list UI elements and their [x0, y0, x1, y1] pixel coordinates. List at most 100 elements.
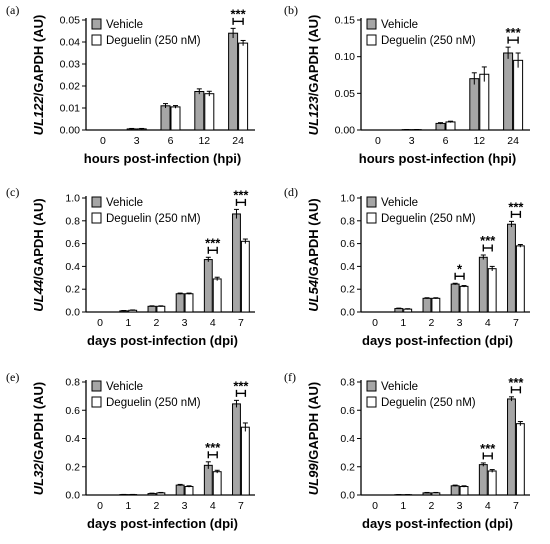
y-axis-label-gene: UL32 [31, 463, 46, 496]
panel-label: (d) [284, 185, 298, 199]
x-tick-label: 1 [125, 500, 131, 512]
x-tick-label: 2 [428, 500, 434, 512]
x-tick-label: 3 [409, 135, 415, 147]
y-tick-label: 1.0 [340, 193, 355, 205]
x-axis-label: days post-infection (dpi) [87, 333, 238, 348]
y-tick-label: 0.2 [65, 461, 80, 473]
y-axis-label-gene: UL44 [31, 279, 46, 312]
legend-label: Deguelin (250 nM) [106, 213, 201, 225]
x-tick-label: 2 [153, 317, 159, 329]
y-tick-label: 0.00 [335, 125, 356, 137]
x-tick-label: 24 [507, 135, 519, 147]
significance-label: *** [480, 233, 496, 248]
bar-deguelin [240, 426, 250, 496]
bar-deguelin [515, 423, 525, 496]
bar-deguelin [459, 285, 469, 313]
significance-label: *** [231, 6, 247, 21]
panel-label: (f) [284, 370, 296, 384]
legend-label: Deguelin (250 nM) [106, 397, 201, 409]
y-tick-label: 0.2 [65, 284, 80, 296]
x-tick-label: 3 [457, 500, 463, 512]
x-tick-label: 2 [153, 500, 159, 512]
y-axis-label-unit: /GAPDH (AU) [306, 382, 321, 464]
x-axis-label: hours post-infection (hpi) [84, 151, 241, 166]
legend-label: Vehicle [106, 381, 143, 393]
y-axis-label: UL32/GAPDH (AU) [31, 382, 46, 495]
y-tick-label: 0.0 [65, 307, 80, 319]
bar-vehicle [160, 105, 171, 131]
x-tick-label: 24 [232, 135, 244, 147]
bar-deguelin [238, 42, 249, 131]
y-tick-label: 0.05 [60, 15, 81, 27]
x-tick-label: 3 [182, 500, 188, 512]
y-axis-label: UL99/GAPDH (AU) [306, 382, 321, 495]
x-tick-label: 1 [400, 500, 406, 512]
x-tick-label: 0 [372, 317, 378, 329]
bar-deguelin [445, 121, 456, 131]
y-tick-label: 0.8 [65, 215, 80, 227]
bar-deguelin [240, 240, 250, 313]
y-axis-label-unit: /GAPDH (AU) [31, 382, 46, 464]
y-tick-label: 0.6 [65, 238, 80, 250]
y-tick-label: 0.2 [340, 461, 355, 473]
y-tick-label: 0.03 [60, 59, 81, 71]
x-tick-label: 0 [97, 500, 103, 512]
y-axis-label: UL44/GAPDH (AU) [31, 198, 46, 311]
significance-label: * [457, 261, 463, 276]
x-tick-label: 7 [238, 317, 244, 329]
bar-deguelin [479, 73, 490, 131]
bar-deguelin [156, 305, 166, 313]
chart-panel-1: (a) 0.00 0.01 0.02 0.03 0.04 0.05 UL122/GAPDH (… [6, 3, 255, 166]
bar-deguelin [170, 106, 181, 131]
bar-vehicle [203, 259, 213, 313]
significance-label: *** [233, 378, 249, 393]
legend-swatch [366, 212, 377, 224]
y-axis-label-gene: UL122 [31, 96, 46, 136]
legend-swatch [91, 196, 102, 208]
y-axis-label-unit: /GAPDH (AU) [31, 15, 46, 97]
panel-label: (b) [284, 3, 298, 17]
bar-vehicle [435, 122, 446, 131]
panel-label: (a) [6, 3, 19, 17]
y-tick-label: 0.4 [65, 433, 80, 445]
significance-label: *** [508, 199, 524, 214]
legend-label: Deguelin (250 nM) [381, 397, 476, 409]
y-tick-label: 0.10 [335, 51, 356, 63]
legend-label: Vehicle [106, 197, 143, 209]
significance-label: *** [205, 440, 221, 455]
y-tick-label: 0.4 [340, 261, 355, 273]
x-tick-label: 12 [473, 135, 485, 147]
y-axis-label-gene: UL99 [306, 463, 321, 496]
bar-vehicle [478, 256, 488, 313]
y-tick-label: 0.4 [65, 261, 80, 273]
y-tick-label: 0.0 [65, 490, 80, 502]
bar-vehicle [469, 78, 480, 131]
y-axis-label-gene: UL54 [306, 279, 321, 312]
bar-vehicle [450, 283, 460, 313]
y-tick-label: 0.6 [340, 238, 355, 250]
significance-label: *** [508, 375, 524, 390]
y-tick-label: 0.6 [340, 405, 355, 417]
chart-panel-3: (c) 0.0 0.2 0.4 0.6 0.8 1.0 UL44/GAPDH (AU) days… [6, 185, 255, 348]
bar-vehicle [507, 223, 516, 313]
bar-deguelin [487, 470, 497, 496]
chart-panel-4: (d) 0.0 0.2 0.4 0.6 0.8 1.0 UL54/GAPDH (AU) days… [284, 185, 530, 348]
bar-deguelin [515, 245, 525, 313]
bar-vehicle [147, 305, 157, 313]
y-tick-label: 0.15 [335, 15, 356, 27]
bar-deguelin [212, 471, 222, 496]
chart-panel-5: (e) 0.0 0.2 0.4 0.6 0.8 UL32/GAPDH (AU) days po… [6, 370, 255, 531]
x-tick-label: 4 [485, 317, 491, 329]
panel-label: (e) [6, 370, 19, 384]
legend-swatch [91, 380, 102, 392]
bar-vehicle [228, 32, 239, 131]
x-tick-label: 3 [457, 317, 463, 329]
bar-deguelin [487, 268, 497, 313]
x-tick-label: 7 [238, 500, 244, 512]
bar-vehicle [194, 91, 205, 131]
legend-label: Deguelin (250 nM) [106, 35, 201, 47]
x-tick-label: 6 [443, 135, 449, 147]
x-axis-label: days post-infection (dpi) [87, 516, 238, 531]
legend-swatch [91, 396, 102, 408]
y-axis-label: UL123/GAPDH (AU) [306, 15, 321, 136]
